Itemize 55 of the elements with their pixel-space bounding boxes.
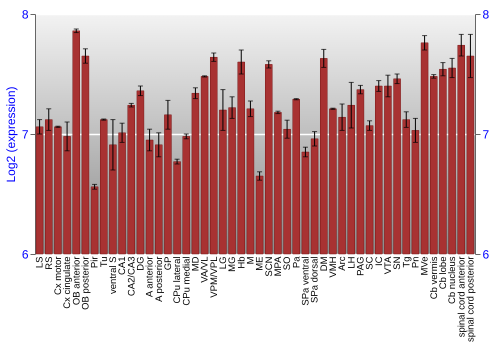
x-tick-label: M [245,256,256,264]
x-tick-label: MPA [272,256,284,276]
x-tick-label: Pir [90,256,101,268]
x-tick-label: SC [364,256,376,270]
x-tick-label: GP [162,256,174,270]
x-tick-label: spinal cord posterior [465,256,476,342]
y-tick-label: 6 [22,248,29,262]
x-tick-label: spinal cord anterior [456,256,468,338]
x-tick-label: DG [135,256,146,271]
x-tick-label: MD [190,256,202,272]
x-tick-label: OB anterior [71,256,82,306]
x-tick-label: OB posterior [80,256,92,310]
x-tick-label: VA/VL [200,256,211,283]
y2-tick-label: 6 [482,248,490,262]
x-tick-label: PAG [355,256,366,276]
x-tick-label: Tg [401,256,412,268]
x-tick-label: RS [44,256,55,270]
x-tick-label: Cb nucleus [447,256,458,304]
x-tick-label: SCN [264,256,275,277]
y-tick-label: 7 [22,128,29,142]
x-tick-label: SPa dorsal [310,256,321,303]
x-tick-label: SO [282,256,294,270]
x-tick-label: Cx cingulate [62,256,74,309]
y2-tick-label: 8 [482,8,490,22]
x-tick-label: MG [227,256,238,272]
y-tick-label: 8 [22,8,29,22]
x-tick-label: A anterior [144,256,156,298]
x-tick-label: Tu [98,256,110,268]
x-tick-label: Pn [410,256,422,268]
x-tick-label: Arc [337,256,348,271]
x-tick-label: LS [34,256,46,268]
x-tick-label: Pa [291,256,302,268]
x-tick-label: ME [254,256,266,271]
x-tick-label: SPa ventral [300,256,312,306]
x-tick-label: CPu lateral [172,256,184,304]
y-axis-title: Log2 (expression) [4,86,18,183]
x-tick-label: Cb lobe [438,256,449,290]
x-tick-label: DM [318,256,330,272]
x-tick-label: MVe [420,256,431,276]
x-tick-label: LG [218,256,229,270]
x-tick-label: SN [392,256,404,270]
x-tick-label: ventral S [108,256,119,294]
y2-tick-label: 7 [482,128,490,142]
x-tick-label: Cx motor [52,256,64,296]
x-tick-label: IC [374,256,385,266]
x-tick-label: Hb [236,256,248,269]
x-tick-label: CA1 [117,256,128,275]
x-tick-label: LH [346,256,358,269]
x-tick-label: Cb vermis [428,256,440,300]
x-tick-label: VPM/VPL [208,256,220,298]
x-tick-label: A posterior [154,256,165,302]
x-tick-label: CA2/CA3 [126,256,138,296]
x-tick-label: CPu medial [181,256,192,306]
x-tick-label: VTA [382,256,394,274]
x-tick-label: VMH [328,256,339,278]
